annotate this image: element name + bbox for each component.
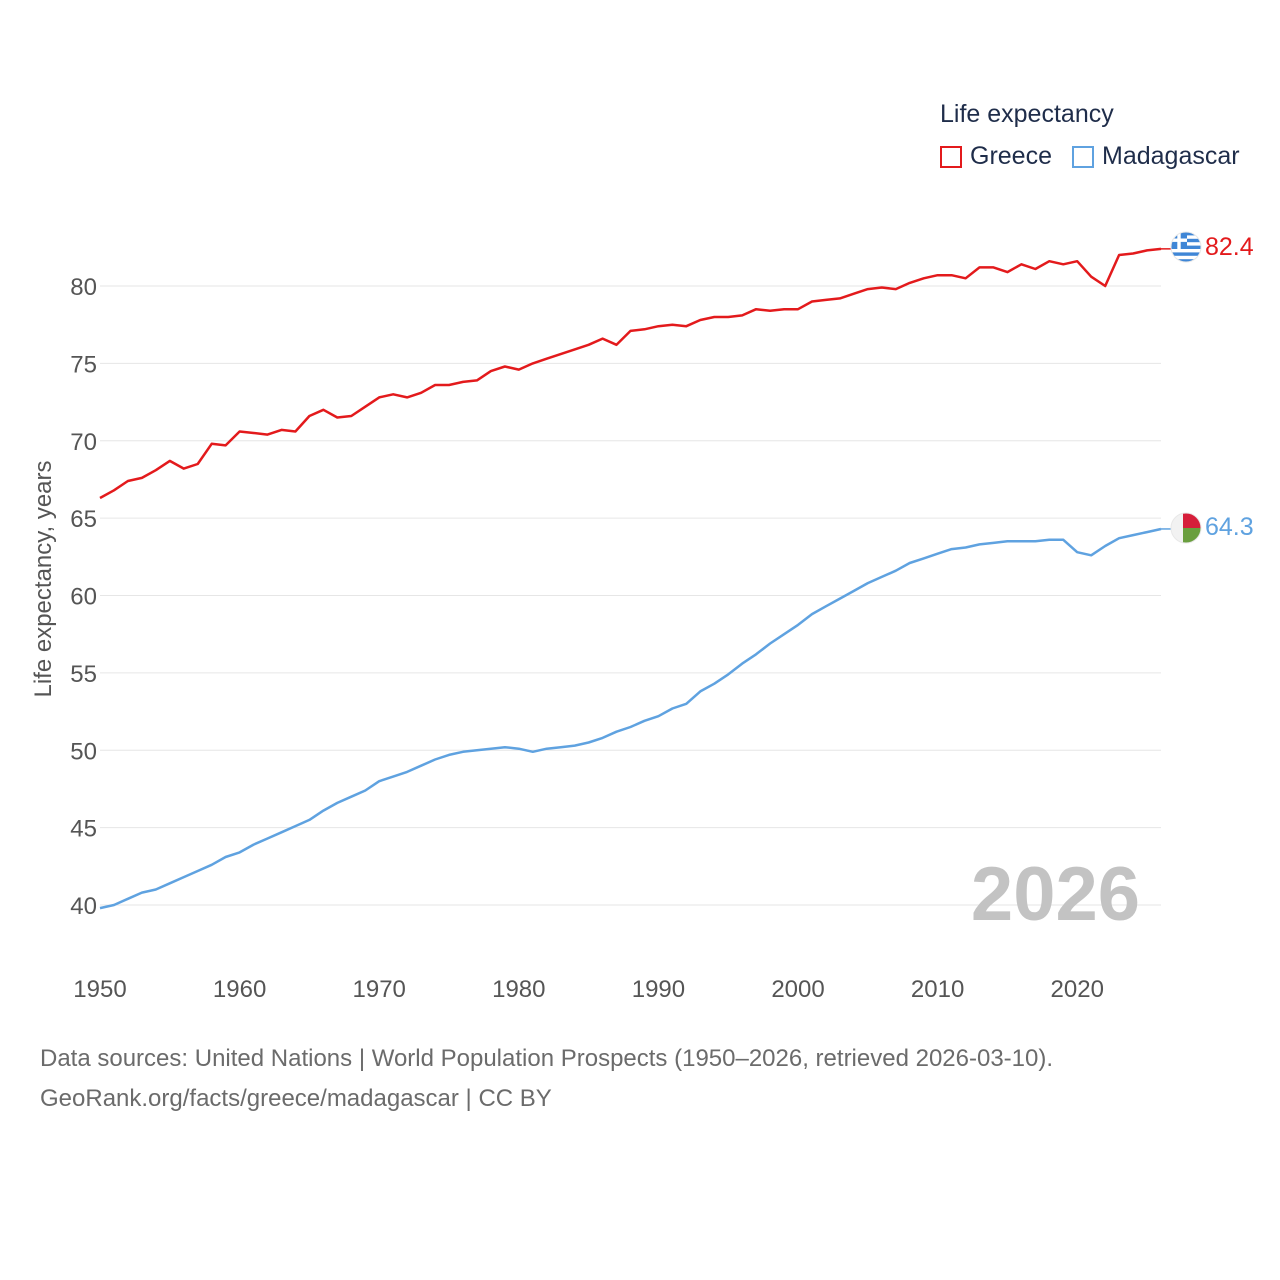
- year-watermark: 2026: [971, 852, 1140, 937]
- greece-end-value: 82.4: [1205, 233, 1254, 261]
- gridlines: [100, 285, 1161, 906]
- y-tick-label: 50: [70, 738, 97, 765]
- legend-item-madagascar[interactable]: Madagascar: [1072, 142, 1240, 171]
- y-tick-label: 75: [70, 351, 97, 378]
- madagascar-end-value: 64.3: [1205, 513, 1254, 541]
- legend-swatch-madagascar: [1072, 145, 1094, 168]
- legend-item-greece[interactable]: Greece: [940, 142, 1052, 171]
- legend-label-greece: Greece: [970, 142, 1052, 170]
- x-tick-label: 1980: [492, 976, 545, 1003]
- x-tick-label: 1970: [353, 976, 406, 1003]
- y-axis-ticks: 40 45 50 55 60 65 70 75 80: [70, 274, 97, 920]
- y-tick-label: 55: [70, 661, 97, 688]
- series-line-greece: [99, 247, 1162, 500]
- y-tick-label: 40: [70, 893, 97, 920]
- series-lines: [99, 247, 1171, 910]
- x-tick-label: 2020: [1051, 976, 1104, 1003]
- footer-link[interactable]: GeoRank.org/facts/greece/madagascar | CC…: [40, 1085, 552, 1112]
- legend-label-madagascar: Madagascar: [1102, 142, 1240, 170]
- x-axis-ticks: 1950 1960 1970 1980 1990 2000 2010 2020: [73, 976, 1104, 1003]
- legend-swatch-greece: [940, 145, 962, 168]
- series-line-madagascar: [99, 527, 1162, 910]
- greece-flag-icon: [1171, 232, 1201, 262]
- x-tick-label: 1950: [73, 976, 126, 1003]
- legend-title: Life expectancy: [940, 100, 1114, 128]
- y-axis-label: Life expectancy, years: [30, 460, 57, 697]
- y-tick-label: 60: [70, 584, 97, 611]
- x-tick-label: 2010: [911, 976, 964, 1003]
- x-tick-label: 1960: [213, 976, 266, 1003]
- y-tick-label: 45: [70, 816, 97, 843]
- y-tick-label: 70: [70, 429, 97, 456]
- footer-sources: Data sources: United Nations | World Pop…: [40, 1045, 1054, 1072]
- y-tick-label: 80: [70, 274, 97, 301]
- y-tick-label: 65: [70, 506, 97, 533]
- x-tick-label: 2000: [771, 976, 824, 1003]
- x-tick-label: 1990: [632, 976, 685, 1003]
- madagascar-flag-icon: [1171, 513, 1201, 543]
